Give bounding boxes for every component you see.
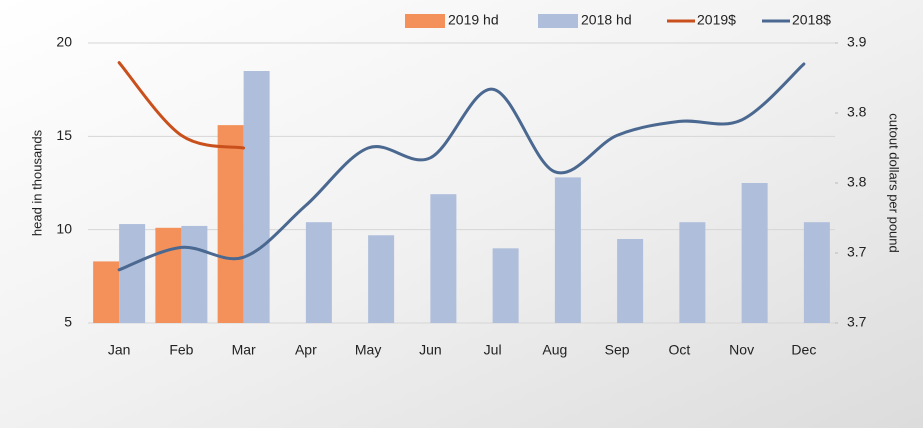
line <box>117 62 806 272</box>
y-tick-label: 20 <box>56 34 72 50</box>
bar <box>430 194 457 323</box>
legend-label: 2018$ <box>792 12 831 28</box>
x-tick-label: May <box>355 342 381 358</box>
x-tick-label: Jul <box>484 342 502 358</box>
bar <box>119 224 146 323</box>
bar <box>492 248 519 323</box>
y2-axis-label: cutout dollars per pound <box>887 113 902 252</box>
bar <box>679 222 706 323</box>
y-tick-label: 15 <box>56 127 72 143</box>
bar <box>554 177 581 323</box>
x-tick-label: Apr <box>295 342 317 358</box>
legend-label: 2018 hd <box>581 12 632 28</box>
bar <box>741 183 768 323</box>
y2-tick-label: 3.8 <box>847 104 867 120</box>
y2-tick-label: 3.8 <box>847 174 867 190</box>
bar <box>181 225 208 323</box>
x-tick-label: Jun <box>419 342 442 358</box>
bar <box>243 71 270 323</box>
y2-tick-label: 3.9 <box>847 34 867 50</box>
y-tick-label: 5 <box>64 314 72 330</box>
bar <box>305 222 332 323</box>
line <box>117 61 246 150</box>
x-tick-label: Oct <box>668 342 690 358</box>
y-tick-label: 10 <box>56 220 72 236</box>
x-tick-label: Jan <box>108 342 131 358</box>
bar <box>155 227 182 323</box>
y-axis-label: head in thousands <box>29 129 44 236</box>
legend-swatch <box>405 14 445 28</box>
bar <box>217 125 244 323</box>
bar <box>368 235 395 323</box>
x-tick-label: Mar <box>232 342 256 358</box>
y2-tick-label: 3.7 <box>847 314 867 330</box>
bar <box>803 222 830 323</box>
x-tick-label: Feb <box>169 342 193 358</box>
legend-label: 2019$ <box>697 12 736 28</box>
bar <box>617 239 644 323</box>
bar <box>93 261 120 323</box>
x-tick-label: Sep <box>605 342 630 358</box>
legend-swatch <box>538 14 578 28</box>
y2-tick-label: 3.7 <box>847 244 867 260</box>
x-tick-label: Dec <box>791 342 816 358</box>
x-tick-label: Nov <box>729 342 754 358</box>
legend-label: 2019 hd <box>448 12 499 28</box>
x-tick-label: Aug <box>542 342 567 358</box>
